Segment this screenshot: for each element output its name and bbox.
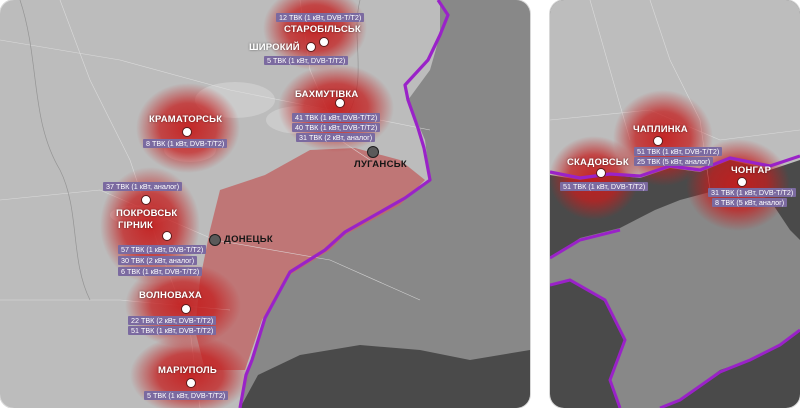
transmitter-starobilsk-dot[interactable] — [319, 37, 329, 47]
transmitter-volnovakha-dot[interactable] — [181, 304, 191, 314]
label-mariupol: МАРІУПОЛЬ — [158, 365, 217, 376]
label-skadovsk: СКАДОВСЬК — [567, 157, 629, 168]
crimea-peninsula — [550, 188, 800, 408]
label-pokrovsk: ПОКРОВСЬК — [116, 208, 178, 219]
crimea-map-base — [550, 0, 800, 408]
donbas-map-base — [0, 0, 530, 408]
info-chonhar-1: 31 ТВК (1 кВт, DVB-T/T2) — [708, 188, 797, 197]
label-starobilsk: СТАРОБІЛЬСЬК — [284, 24, 361, 35]
sea-of-azov — [240, 345, 530, 408]
transmitter-shyrokyi-dot[interactable] — [306, 42, 316, 52]
info-shyrokyi-1: 5 ТВК (1 кВт, DVB-T/T2) — [264, 56, 349, 65]
info-bakhmutivka-1: 41 ТВК (1 кВт, DVB-T/T2) — [292, 113, 381, 122]
info-bakhmutivka-2: 40 ТВК (1 кВт, DVB-T/T2) — [292, 123, 381, 132]
info-starobilsk-1: 12 ТВК (1 кВт, DVB-T/T2) — [276, 13, 365, 22]
info-hirnyk-2: 30 ТВК (2 кВт, аналог) — [118, 256, 198, 265]
donbas-map-panel: 12 ТВК (1 кВт, DVB-T/T2) СТАРОБІЛЬСЬК ШИ… — [0, 0, 530, 408]
transmitter-chaplynka-dot[interactable] — [653, 136, 663, 146]
label-chaplynka: ЧАПЛИНКА — [633, 124, 688, 135]
info-kramatorsk-1: 8 ТВК (1 кВт, DVB-T/T2) — [143, 139, 228, 148]
label-bakhmutivka: БАХМУТІВКА — [295, 89, 359, 100]
label-volnovakha: ВОЛНОВАХА — [139, 290, 202, 301]
crimea-map-panel: ЧАПЛИНКА 51 ТВК (1 кВт, DVB-T/T2) 25 ТВК… — [550, 0, 800, 408]
city-donetsk-label: ДОНЕЦЬК — [224, 234, 274, 245]
transmitter-kramatorsk-dot[interactable] — [182, 127, 192, 137]
info-chonhar-2: 8 ТВК (5 кВт, аналог) — [712, 198, 788, 207]
transmitter-bakhmutivka-dot[interactable] — [335, 98, 345, 108]
frontline — [550, 154, 800, 180]
city-donetsk-marker[interactable] — [209, 234, 221, 246]
info-hirnyk-1: 57 ТВК (1 кВт, DVB-T/T2) — [118, 245, 207, 254]
info-skadovsk-1: 51 ТВК (1 кВт, DVB-T/T2) — [560, 182, 649, 191]
info-mariupol-1: 5 ТВК (1 кВт, DVB-T/T2) — [144, 391, 229, 400]
info-bakhmutivka-3: 31 ТВК (2 кВт, аналог) — [296, 133, 376, 142]
transmitter-mariupol-dot[interactable] — [186, 378, 196, 388]
frontline — [238, 0, 450, 408]
info-chaplynka-2: 25 ТВК (5 кВт, аналог) — [634, 157, 714, 166]
transmitter-chonhar-dot[interactable] — [737, 177, 747, 187]
transmitter-hirnyk-dot[interactable] — [162, 231, 172, 241]
label-shyrokyi: ШИРОКИЙ — [249, 42, 300, 53]
city-luhansk-label: ЛУГАНСЬК — [354, 159, 407, 170]
info-pokrovsk-1: 37 ТВК (1 кВт, аналог) — [103, 182, 183, 191]
label-chonhar: ЧОНГАР — [731, 165, 772, 176]
info-volnovakha-2: 51 ТВК (1 кВт, DVB-T/T2) — [128, 326, 217, 335]
mainland-kherson — [550, 0, 800, 180]
label-hirnyk: ГІРНИК — [118, 220, 154, 231]
transmitter-pokrovsk-dot[interactable] — [141, 195, 151, 205]
city-luhansk-marker[interactable] — [367, 146, 379, 158]
info-volnovakha-1: 22 ТВК (2 кВт, DVB-T/T2) — [128, 316, 217, 325]
occupied-territory — [240, 0, 530, 408]
info-hirnyk-3: 6 ТВК (1 кВт, DVB-T/T2) — [118, 267, 203, 276]
label-kramatorsk: КРАМАТОРСЬК — [149, 114, 223, 125]
transmitter-skadovsk-dot[interactable] — [596, 168, 606, 178]
crimea-border — [550, 228, 627, 408]
crimea-south-border — [659, 328, 800, 408]
info-chaplynka-1: 51 ТВК (1 кВт, DVB-T/T2) — [634, 147, 723, 156]
